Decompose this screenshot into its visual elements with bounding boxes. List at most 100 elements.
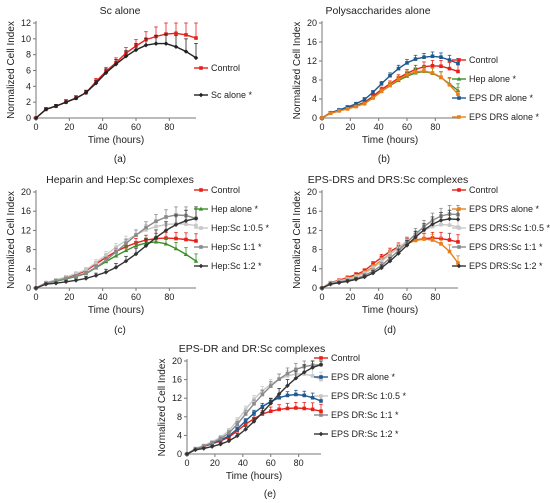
chart-title: Sc alone bbox=[100, 5, 141, 17]
legend-marker bbox=[457, 115, 461, 119]
data-point bbox=[447, 216, 452, 222]
data-point bbox=[173, 246, 179, 251]
x-axis-label: Time (hours) bbox=[362, 305, 418, 316]
data-point bbox=[234, 433, 240, 439]
y-tick-label: 6 bbox=[26, 66, 31, 76]
data-point bbox=[353, 277, 359, 282]
legend-marker bbox=[457, 96, 461, 100]
data-point bbox=[294, 367, 298, 372]
data-point bbox=[430, 224, 435, 229]
data-point bbox=[285, 371, 290, 376]
data-point bbox=[104, 253, 108, 257]
data-point bbox=[74, 271, 78, 276]
data-point bbox=[447, 66, 452, 71]
chart-panel-3: Heparin and Hep:Sc complexes 0 4 8 12 16 20 0 20… bbox=[6, 174, 270, 336]
data-point bbox=[379, 82, 384, 86]
y-tick-label: 20 bbox=[172, 356, 182, 366]
data-point bbox=[455, 217, 461, 222]
y-tick-label: 2 bbox=[26, 97, 31, 107]
y-tick-label: 12 bbox=[21, 18, 31, 28]
y-tick-label: 8 bbox=[26, 50, 31, 60]
y-tick-label: 8 bbox=[312, 75, 317, 85]
series-line bbox=[321, 70, 459, 119]
x-tick-label: 80 bbox=[164, 292, 174, 302]
data-point bbox=[456, 69, 460, 74]
data-point bbox=[276, 391, 282, 397]
y-tick-label: 20 bbox=[307, 187, 317, 197]
legend-marker bbox=[198, 92, 204, 98]
data-point bbox=[362, 274, 367, 280]
data-point bbox=[103, 70, 109, 76]
data-point bbox=[154, 224, 158, 229]
data-point bbox=[438, 218, 444, 223]
y-axis-label: Normalized Cell Index bbox=[157, 359, 168, 457]
x-tick-label: 20 bbox=[64, 122, 74, 132]
data-point bbox=[251, 419, 257, 424]
data-point bbox=[243, 427, 248, 432]
data-point bbox=[153, 41, 159, 46]
data-point bbox=[183, 218, 189, 224]
data-point bbox=[252, 401, 256, 406]
x-tick-label: 0 bbox=[184, 458, 189, 468]
data-point bbox=[337, 109, 341, 113]
legend-marker bbox=[199, 245, 203, 249]
data-point bbox=[439, 222, 443, 227]
data-point bbox=[134, 233, 138, 237]
y-tick-label: 12 bbox=[307, 56, 317, 66]
y-tick-label: 4 bbox=[26, 81, 31, 91]
chart-panel-5: EPS-DR and DR:Sc complexes 0 4 8 12 16 20 0 20 40… bbox=[157, 343, 407, 500]
y-tick-label: 0 bbox=[312, 113, 317, 123]
data-point bbox=[310, 407, 315, 412]
data-point bbox=[163, 41, 169, 46]
data-point bbox=[447, 223, 452, 227]
data-point bbox=[413, 238, 418, 243]
data-point bbox=[243, 412, 248, 416]
x-axis-label: Time (hours) bbox=[226, 471, 282, 482]
x-tick-label: 80 bbox=[430, 292, 440, 302]
data-point bbox=[163, 241, 169, 246]
data-point bbox=[243, 422, 248, 427]
data-point bbox=[124, 241, 128, 246]
y-tick-label: 16 bbox=[172, 375, 182, 385]
data-point bbox=[83, 276, 89, 281]
data-point bbox=[421, 227, 427, 233]
y-axis-label: Normalized Cell Index bbox=[6, 191, 17, 289]
data-point bbox=[285, 406, 290, 411]
data-point bbox=[422, 55, 426, 59]
data-point bbox=[74, 274, 78, 278]
legend-label: EPS DRS:Sc 1:0.5 * bbox=[469, 223, 550, 233]
y-tick-label: 8 bbox=[177, 412, 182, 422]
series-line bbox=[321, 70, 459, 119]
legend-label: EPS DR:Sc 1:1 * bbox=[331, 410, 399, 420]
data-point bbox=[268, 409, 273, 414]
data-point bbox=[277, 377, 281, 381]
data-point bbox=[84, 267, 88, 272]
data-point bbox=[285, 374, 290, 378]
legend-label: EPS DRS:Sc 1:1 * bbox=[469, 242, 543, 252]
data-point bbox=[294, 392, 298, 397]
legend-marker bbox=[457, 207, 461, 211]
data-point bbox=[144, 225, 148, 230]
x-axis-label: Time (hours) bbox=[88, 305, 144, 316]
data-point bbox=[379, 265, 384, 271]
y-tick-label: 12 bbox=[172, 393, 182, 403]
data-point bbox=[174, 236, 178, 241]
series-5 bbox=[319, 209, 461, 291]
data-point bbox=[388, 73, 392, 78]
data-point bbox=[218, 436, 223, 441]
data-point bbox=[153, 235, 159, 240]
legend-marker bbox=[319, 394, 323, 398]
series-4 bbox=[34, 206, 198, 290]
data-point bbox=[268, 401, 274, 406]
panel-label: (b) bbox=[378, 154, 390, 165]
data-point bbox=[430, 221, 435, 227]
data-point bbox=[209, 444, 215, 449]
data-point bbox=[73, 278, 79, 283]
data-point bbox=[54, 279, 58, 283]
legend-label: EPS DRS:Sc 1:2 * bbox=[469, 261, 543, 271]
y-tick-label: 20 bbox=[307, 18, 317, 28]
data-point bbox=[194, 36, 198, 40]
data-point bbox=[193, 258, 199, 263]
chart-title: EPS-DRS and DRS:Sc complexes bbox=[308, 174, 468, 186]
data-point bbox=[293, 375, 299, 381]
